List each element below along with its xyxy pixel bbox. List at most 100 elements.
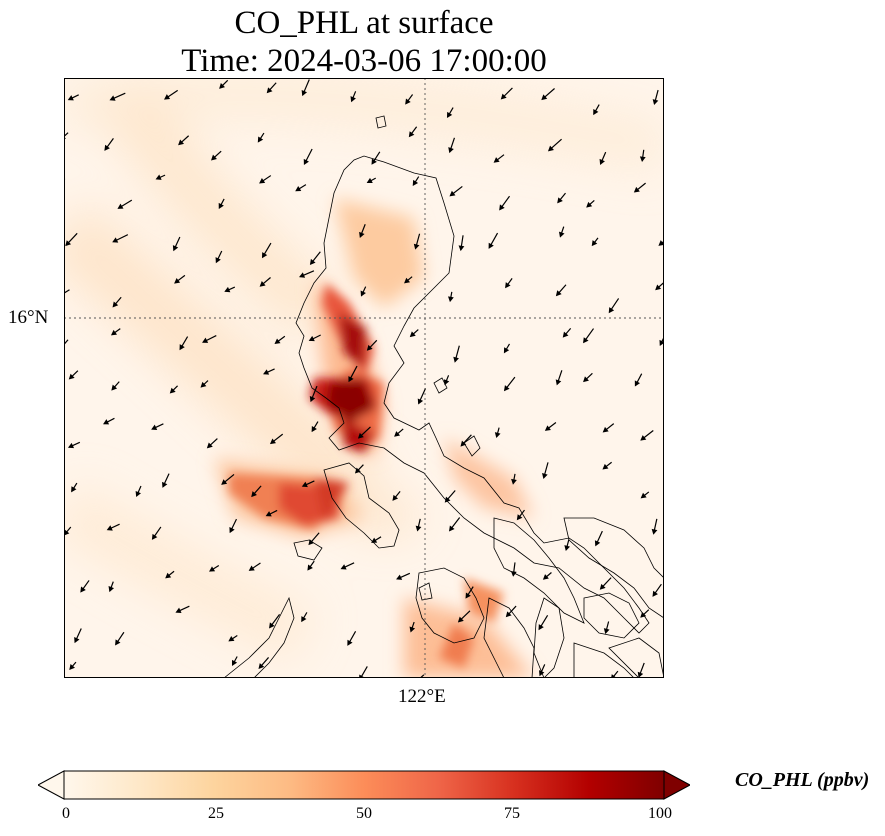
wind-arrow-head [311,425,317,433]
wind-arrow-head [178,139,185,146]
wind-arrow-head [348,376,354,383]
wind-arrow-head [392,494,399,501]
wind-arrow-head [494,432,501,439]
wind-arrow-head [71,486,77,493]
wind-arrow-head [164,94,171,100]
wind-arrow-head [231,659,238,666]
wind-arrow-head [308,335,315,342]
wind-arrow-head [505,282,511,289]
wind-arrow-head [633,186,640,193]
wind-arrow-head [350,96,356,103]
palawan-coastline [223,596,295,678]
wind-arrow-head [413,243,420,250]
wind-arrow-head [309,258,316,265]
wind-arrow-head [651,528,658,535]
wind-arrow-head [224,286,231,293]
wind-arrow-head [652,590,658,597]
panay-coastline [415,567,485,644]
wind-arrow-head [637,671,644,678]
wind-arrow-head [503,347,510,354]
wind-arrow-head [460,440,467,447]
wind-arrow-head [583,337,589,344]
wind-arrow-head [117,203,124,209]
wind-arrow-head [541,94,548,101]
wind-arrow-head [218,202,224,210]
wind-arrow-head [135,490,141,498]
wind-arrow-head [307,564,313,571]
wind-arrow-head [564,545,571,552]
wind-arrow-head [65,240,72,247]
wind-arrow-head [269,438,276,445]
leyte-cebu-coastline [533,597,565,678]
wind-arrow-head [274,338,281,345]
wind-arrow-head [371,158,377,165]
wind-arrow-head [174,277,181,284]
wind-arrow-head [448,525,455,532]
wind-arrow [64,289,70,294]
wind-arrow-head [408,131,415,138]
wind-arrow-head [446,111,453,119]
wind-arrow-head [104,144,110,151]
wind-arrow-head [652,99,659,106]
wind-arrow-head [404,277,411,284]
mindoro-coastline [323,462,400,549]
wind-vectors [64,79,664,678]
wind-arrow-head [80,586,86,593]
wind-arrow-head [257,136,264,143]
wind-arrow-head [269,622,275,629]
wind-arrow-head [295,185,302,192]
wind-arrow-head [655,284,662,291]
wind-arrow-head [555,379,562,386]
wind-arrow-head [106,525,113,531]
wind-arrow-head [309,396,316,403]
wind-arrow [64,339,69,346]
wind-arrow-head [229,527,235,534]
wind-arrow-head [110,329,118,336]
wind-arrow-head [583,376,589,383]
colorbar-tick-50: 50 [356,805,372,822]
wind-arrow-head [211,154,217,161]
wind-arrow-head [259,281,266,287]
colorbar-gradient [63,770,665,800]
wind-arrow-head [510,571,517,577]
wind-arrow-head [202,337,209,343]
luzon-coastline [295,155,650,634]
wind-arrow-head [493,157,500,163]
wind-arrow-head [562,331,569,338]
wind-arrow-head [259,178,266,184]
wind-arrow-head [371,537,378,543]
lon-tick-label: 122°E [398,686,446,707]
wind-arrow [64,178,66,181]
wind-arrow-head [340,564,347,570]
wind-arrow-head [68,373,75,380]
wind-arrow-head [301,616,307,623]
wind-arrow-head [200,381,207,388]
lat-tick-label: 16°N [8,307,49,328]
bohol-coastline [583,592,640,639]
wind-arrow-head [221,479,228,485]
wind-arrow-head [347,639,353,646]
wind-arrow-head [248,565,255,571]
colorbar-tick-25: 25 [208,805,224,822]
wind-arrow-head [516,514,523,521]
co-plume-core [229,283,504,668]
colorbar-label: CO_PHL (ppbv) [735,769,870,791]
wind-arrow-head [258,663,265,670]
wind-arrow-head [602,426,609,433]
wind-arrow-head [505,611,512,618]
wind-arrow-head [111,384,118,391]
colorbar-tick-0: 0 [62,805,70,822]
wind-arrow-head [591,240,598,247]
wind-arrow-head [301,89,308,97]
wind-arrow-head [458,245,465,252]
wind-arrow-head [412,179,419,186]
wind-arrow-head [500,93,507,100]
wind-arrow-head [215,257,221,264]
wind-arrow [419,674,425,678]
wind-arrow-head [544,425,551,431]
wind-arrow-head [444,496,451,503]
wind-arrow-head [261,252,268,259]
wind-arrow-head [405,98,411,105]
wind-arrow-head [359,231,365,238]
wind-arrow-head [586,201,593,208]
